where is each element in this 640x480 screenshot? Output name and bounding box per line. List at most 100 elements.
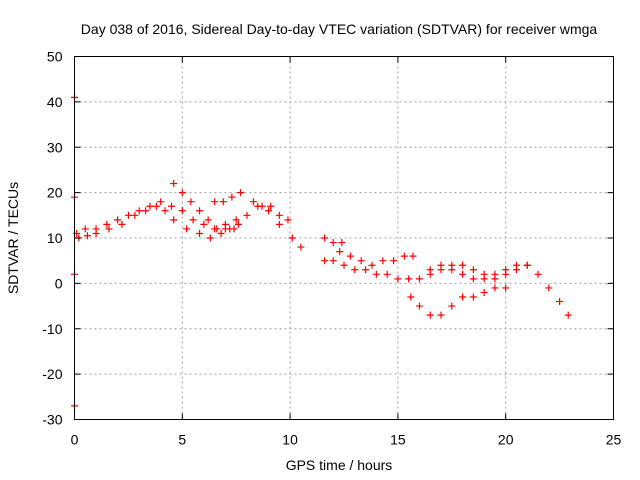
data-point bbox=[437, 261, 445, 269]
data-point bbox=[178, 189, 186, 197]
data-point bbox=[92, 229, 100, 237]
data-point bbox=[288, 234, 296, 242]
data-point bbox=[329, 239, 337, 247]
data-point bbox=[459, 261, 467, 269]
data-point bbox=[545, 284, 553, 292]
x-axis-label: GPS time / hours bbox=[286, 457, 393, 473]
series-track-c bbox=[170, 180, 238, 233]
data-point bbox=[437, 311, 445, 319]
x-tick-label: 20 bbox=[498, 432, 514, 448]
data-point bbox=[426, 266, 434, 274]
data-point bbox=[297, 243, 305, 251]
data-point bbox=[213, 225, 221, 233]
axis-ticks: 0 5 10 15 20 25 -30 -20 -10 0 10 20 30 40 50 bbox=[42, 49, 621, 448]
data-point bbox=[491, 270, 499, 278]
data-point bbox=[448, 266, 456, 274]
data-point bbox=[196, 207, 204, 215]
data-point bbox=[400, 252, 408, 260]
data-point bbox=[204, 216, 212, 224]
data-point bbox=[157, 198, 165, 206]
data-point bbox=[383, 270, 391, 278]
data-point bbox=[379, 257, 387, 265]
series-track-i bbox=[336, 248, 417, 269]
data-point bbox=[275, 211, 283, 219]
data-point bbox=[83, 232, 91, 240]
data-point bbox=[196, 229, 204, 237]
data-point bbox=[81, 225, 89, 233]
series-track-l bbox=[426, 261, 531, 283]
data-point bbox=[265, 207, 273, 215]
data-point bbox=[168, 202, 176, 210]
data-point bbox=[135, 207, 143, 215]
data-point bbox=[114, 216, 122, 224]
series-track-g bbox=[321, 234, 346, 247]
data-point bbox=[523, 261, 531, 269]
y-tick-label: -20 bbox=[42, 366, 62, 382]
data-point bbox=[362, 266, 370, 274]
data-point bbox=[502, 284, 510, 292]
data-point bbox=[118, 220, 126, 228]
data-point bbox=[221, 225, 229, 233]
data-point bbox=[491, 284, 499, 292]
x-tick-label: 15 bbox=[390, 432, 406, 448]
data-point bbox=[415, 302, 423, 310]
data-point bbox=[480, 288, 488, 296]
data-point bbox=[321, 257, 329, 265]
data-point bbox=[448, 302, 456, 310]
data-point bbox=[243, 211, 251, 219]
data-point bbox=[211, 198, 219, 206]
data-point bbox=[146, 202, 154, 210]
data-point bbox=[564, 311, 572, 319]
y-tick-label: 20 bbox=[47, 185, 63, 201]
data-point bbox=[368, 261, 376, 269]
series-track-k bbox=[407, 284, 510, 319]
data-point bbox=[206, 234, 214, 242]
data-point bbox=[459, 293, 467, 301]
data-point bbox=[103, 220, 111, 228]
y-tick-label: 50 bbox=[47, 49, 63, 65]
data-point bbox=[321, 234, 329, 242]
data-point bbox=[217, 229, 225, 237]
x-tick-label: 25 bbox=[606, 432, 622, 448]
data-point bbox=[469, 266, 477, 274]
data-point bbox=[512, 261, 520, 269]
data-point bbox=[405, 275, 413, 283]
data-point bbox=[267, 202, 275, 210]
data-point bbox=[249, 198, 257, 206]
y-tick-label: 10 bbox=[47, 230, 63, 246]
x-tick-label: 0 bbox=[71, 432, 79, 448]
data-point bbox=[275, 220, 283, 228]
data-point bbox=[336, 248, 344, 256]
chart-title: Day 038 of 2016, Sidereal Day-to-day VTE… bbox=[81, 21, 598, 37]
data-point bbox=[131, 211, 139, 219]
y-tick-label: 30 bbox=[47, 139, 63, 155]
series-track-f bbox=[288, 234, 305, 251]
data-point bbox=[284, 216, 292, 224]
series-track-e bbox=[249, 198, 292, 224]
x-tick-label: 10 bbox=[282, 432, 298, 448]
data-point bbox=[237, 189, 245, 197]
y-tick-label: -30 bbox=[42, 412, 62, 428]
data-point bbox=[170, 216, 178, 224]
data-point bbox=[469, 293, 477, 301]
data-point bbox=[232, 216, 240, 224]
series-track-d bbox=[211, 189, 245, 206]
data-point bbox=[338, 239, 346, 247]
data-point bbox=[189, 216, 197, 224]
series-track-b bbox=[75, 202, 242, 242]
data-point bbox=[469, 275, 477, 283]
data-point bbox=[394, 275, 402, 283]
data-point bbox=[329, 257, 337, 265]
data-point bbox=[480, 275, 488, 283]
y-tick-label: -10 bbox=[42, 321, 62, 337]
data-point bbox=[228, 193, 236, 201]
data-point bbox=[372, 270, 380, 278]
data-point bbox=[152, 202, 160, 210]
data-point bbox=[502, 266, 510, 274]
data-point bbox=[351, 266, 359, 274]
data-point bbox=[258, 202, 266, 210]
data-point bbox=[346, 252, 354, 260]
data-point bbox=[409, 252, 417, 260]
data-point bbox=[234, 220, 242, 228]
